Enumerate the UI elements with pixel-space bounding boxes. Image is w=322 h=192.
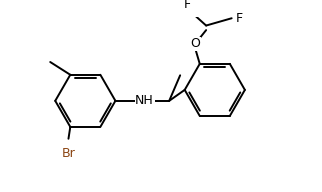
Text: O: O	[190, 37, 200, 50]
Text: F: F	[236, 12, 243, 25]
Text: NH: NH	[135, 94, 154, 107]
Text: F: F	[184, 0, 191, 11]
Text: Br: Br	[62, 147, 75, 160]
